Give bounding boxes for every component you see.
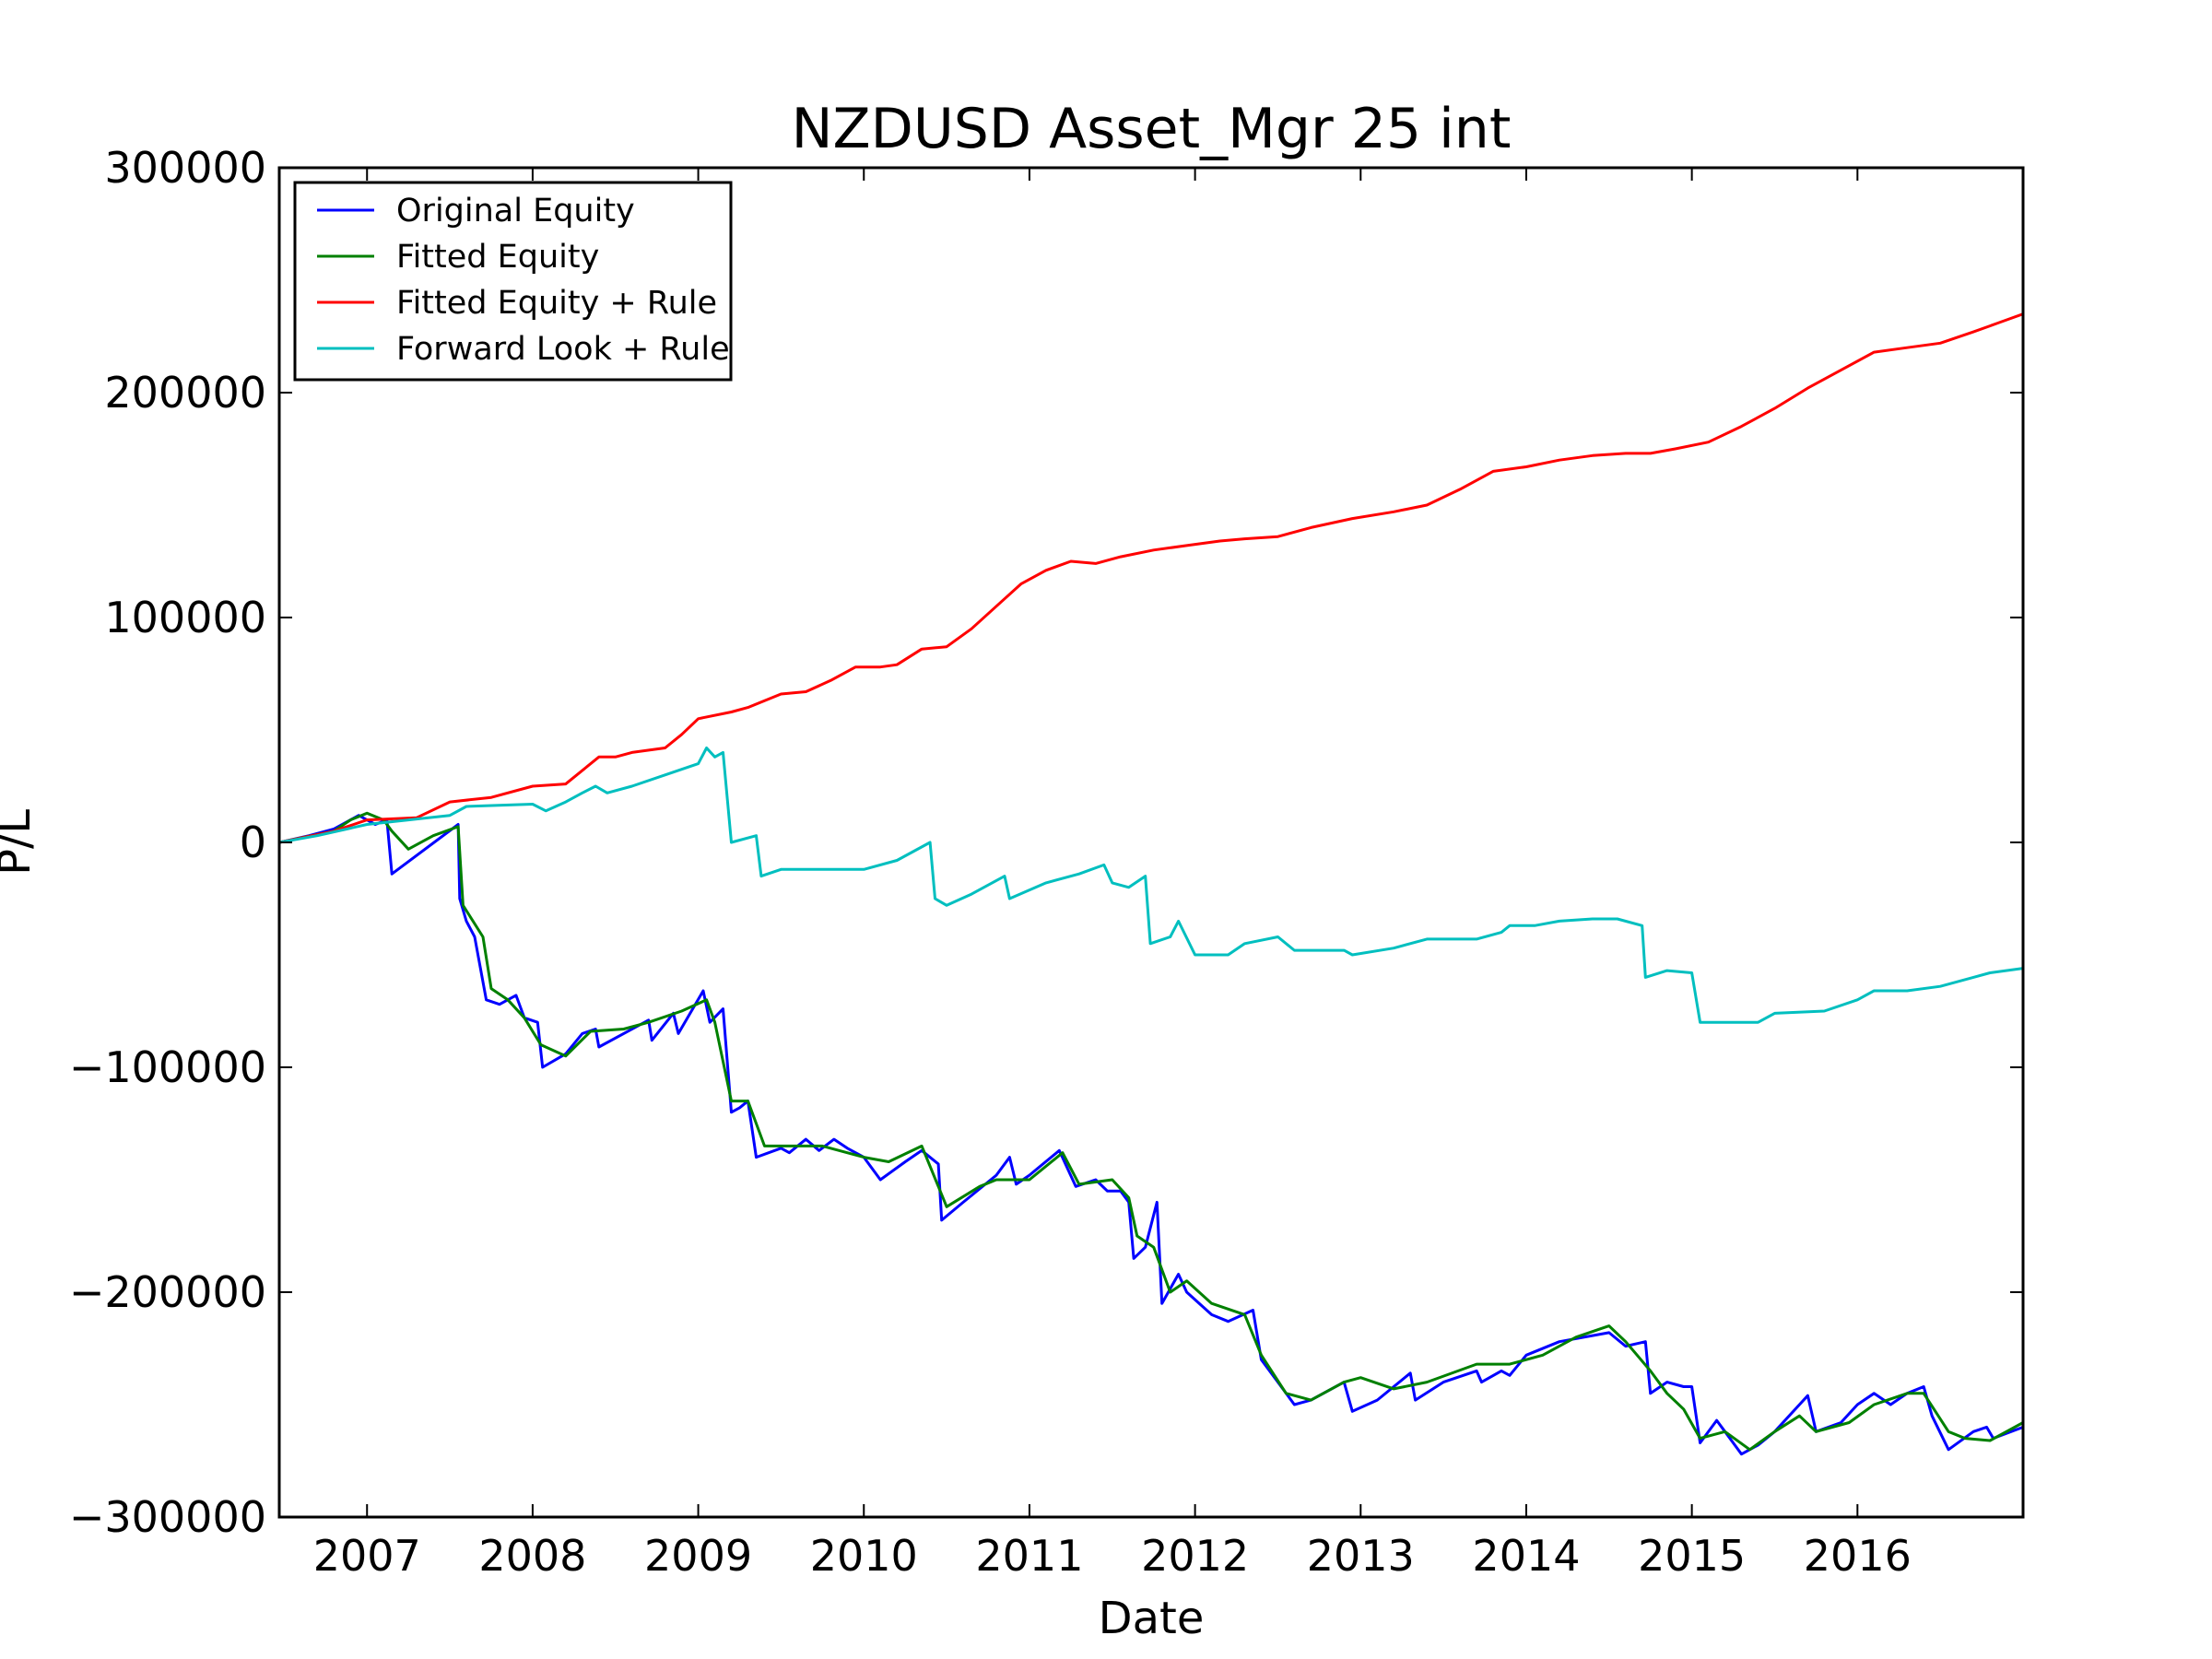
y-tick-label: −100000 — [69, 1042, 266, 1092]
y-tick-label: −300000 — [69, 1492, 266, 1542]
x-tick-label: 2015 — [1638, 1531, 1746, 1581]
x-tick-label: 2009 — [644, 1531, 752, 1581]
legend-label: Fitted Equity + Rule — [396, 285, 717, 322]
x-tick-label: 2011 — [975, 1531, 1083, 1581]
y-tick-label: 100000 — [104, 593, 266, 642]
legend-label: Forward Look + Rule — [396, 331, 730, 368]
legend-label: Fitted Equity — [396, 239, 599, 276]
x-tick-label: 2014 — [1472, 1531, 1580, 1581]
x-tick-label: 2012 — [1141, 1531, 1249, 1581]
x-tick-label: 2013 — [1307, 1531, 1415, 1581]
series-layer — [279, 312, 2023, 1456]
x-tick-label: 2007 — [313, 1531, 421, 1581]
legend-box — [293, 181, 733, 382]
y-tick-label: 200000 — [104, 368, 266, 418]
series-line-3 — [279, 747, 2023, 1024]
y-tick-label: 0 — [240, 818, 266, 867]
series-line-2 — [279, 312, 2023, 844]
y-axis-label: P/L — [0, 809, 41, 876]
series-line-0 — [279, 814, 2023, 1456]
x-tick-label: 2016 — [1804, 1531, 1912, 1581]
x-axis-label: Date — [1099, 1593, 1205, 1644]
y-tick-label: 300000 — [104, 143, 266, 193]
series-line-1 — [279, 811, 2023, 1452]
x-tick-label: 2008 — [478, 1531, 586, 1581]
x-tick-label: 2010 — [810, 1531, 918, 1581]
ticks-layer: 2007 2008 2009 2010 2011 2012 2013 2014 2015 2016… — [69, 143, 2023, 1581]
y-tick-label: −200000 — [69, 1267, 266, 1317]
chart-title: NZDUSD Asset_Mgr 25 int — [792, 97, 1512, 161]
legend-label: Original Equity — [396, 193, 635, 229]
legend: Original Equity Fitted Equity Fitted Equit… — [293, 181, 733, 382]
